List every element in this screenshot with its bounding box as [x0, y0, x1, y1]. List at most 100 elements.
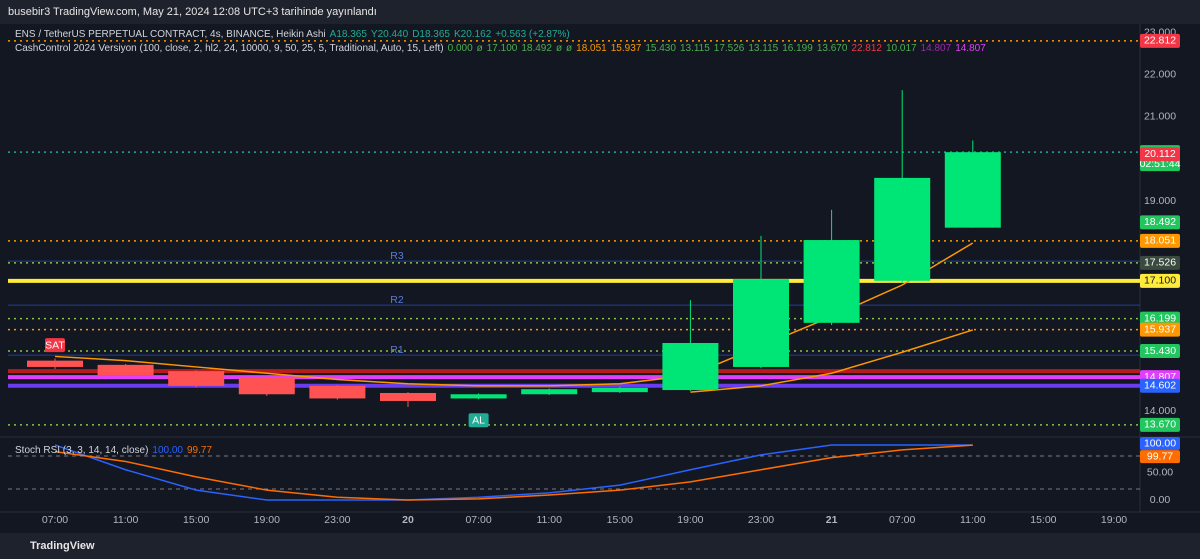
price-label-bg [1140, 417, 1180, 432]
candle-body [944, 152, 1001, 228]
candle-body [521, 389, 578, 395]
x-tick-label: 11:00 [113, 514, 139, 526]
x-tick-label: 07:00 [465, 514, 491, 526]
indicator-value: 16.199 [782, 43, 813, 54]
indicator-value: 17.100 [486, 43, 518, 54]
price-label: 17.100 [1144, 275, 1176, 287]
brand: TradingView [30, 540, 95, 552]
indicator-value: 17.526 [713, 43, 745, 54]
indicator-value: ø [566, 43, 573, 54]
x-tick-label: 23:00 [324, 514, 350, 526]
candle-body [803, 240, 860, 323]
candle-body [97, 364, 154, 376]
x-tick-label: 11:00 [536, 514, 562, 526]
candle-body [662, 342, 719, 391]
candle-body [733, 279, 789, 367]
indicator-value: 14.807 [920, 43, 952, 54]
pivot-label: R1 [390, 344, 404, 356]
indicator-value: 0.000 [447, 43, 473, 54]
stoch-label: 100.00 [1144, 437, 1176, 449]
stoch-title: Stoch RSI (3, 3, 14, 14, close) [15, 445, 149, 456]
candle-body [238, 377, 295, 395]
indicator-value: 14.807 [955, 43, 986, 54]
signal-label: AL [472, 415, 485, 427]
ohlc-value: D18.365 [412, 29, 450, 40]
y-tick-label: 22.000 [1144, 69, 1176, 81]
indicator-legend: CashControl 2024 Versiyon (100, close, 2… [15, 43, 990, 54]
stoch-line [54, 444, 973, 501]
ohlc-value: +0.563 (+2.87%) [495, 29, 570, 40]
indicator-value: 15.937 [610, 43, 642, 54]
x-tick-label: 19:00 [1101, 514, 1127, 526]
price-label-bg [1140, 322, 1180, 337]
price-label-bg [1140, 343, 1180, 358]
y-tick-label: 19.000 [1144, 195, 1176, 207]
price-label: 16.199 [1144, 312, 1176, 324]
candle-body [591, 387, 648, 393]
x-tick-label: 23:00 [748, 514, 774, 526]
title: ENS / TetherUS PERPETUAL CONTRACT, 4s, B… [15, 29, 326, 40]
candle-body [168, 371, 225, 386]
indicator-value: ø [476, 43, 483, 54]
footer: TradingView [0, 533, 1200, 559]
indicator-value: 18.051 [576, 43, 607, 54]
indicator-value: 22.812 [851, 43, 882, 54]
plot-background [0, 24, 1200, 533]
indicator-value: ø [555, 43, 563, 54]
signal-label: SAT [45, 339, 65, 351]
ohlc-value: Y20.440 [370, 29, 409, 40]
price-label-bg [1140, 255, 1180, 270]
stoch-label-bg [1140, 450, 1180, 464]
price-label: 22.812 [1144, 35, 1176, 47]
price-label-bg [1140, 311, 1180, 326]
price-label-bg [1140, 378, 1180, 393]
x-tick-label: 15:00 [607, 514, 633, 526]
main-legend: ENS / TetherUS PERPETUAL CONTRACT, 4s, B… [15, 29, 574, 40]
candle-body [27, 360, 83, 367]
indicator-value: 13.670 [816, 43, 848, 54]
price-label: 17.526 [1144, 257, 1176, 269]
pivot-label: R2 [390, 294, 404, 306]
stoch-label: 99.77 [1147, 450, 1173, 462]
stoch-line [54, 444, 973, 501]
signal-box [468, 413, 489, 428]
x-tick-label: 19:00 [254, 514, 280, 526]
indicator-value: 18.492 [521, 43, 552, 54]
x-tick-label: 15:00 [1030, 514, 1056, 526]
price-label: 18.051 [1144, 235, 1176, 247]
price-label-bg [1140, 147, 1180, 162]
price-label: 15.430 [1144, 345, 1176, 357]
y-tick-label: 50.00 [1147, 466, 1173, 478]
ohlc-value: K20.162 [454, 29, 492, 40]
x-tick-label: 15:00 [183, 514, 209, 526]
candle-body [450, 394, 507, 399]
pivot-label: R3 [390, 250, 404, 262]
price-label: 14.602 [1144, 380, 1176, 392]
ohlc-value: A18.365 [329, 29, 367, 40]
price-label-bg [1140, 273, 1180, 288]
x-tick-label: 11:00 [960, 514, 986, 526]
signal-box [45, 338, 65, 353]
price-label: 18.492 [1144, 216, 1176, 228]
stoch-value: 99.77 [187, 445, 213, 456]
indicator-value: 13.115 [748, 43, 779, 54]
indicator-line [690, 329, 974, 393]
indicator-name: CashControl 2024 Versiyon (100, close, 2… [15, 43, 444, 54]
price-label-bg [1140, 233, 1180, 248]
y-tick-label: 14.000 [1144, 405, 1176, 417]
x-tick-label: 21 [826, 514, 838, 526]
candle-body [874, 177, 931, 281]
indicator-value: 15.430 [645, 43, 676, 54]
x-tick-label: 19:00 [677, 514, 703, 526]
price-label: 15.937 [1144, 323, 1176, 335]
y-tick-label: 0.00 [1150, 494, 1171, 506]
x-tick-label: 07:00 [889, 514, 915, 526]
x-tick-label: 07:00 [42, 514, 68, 526]
x-tick-label: 20 [402, 514, 414, 526]
price-label-bg [1140, 33, 1180, 48]
publisher-bar: busebir3 TradingView.com, May 21, 2024 1… [0, 0, 1200, 24]
indicator-value: 13.115 [679, 43, 710, 54]
price-label: 13.670 [1144, 419, 1176, 431]
